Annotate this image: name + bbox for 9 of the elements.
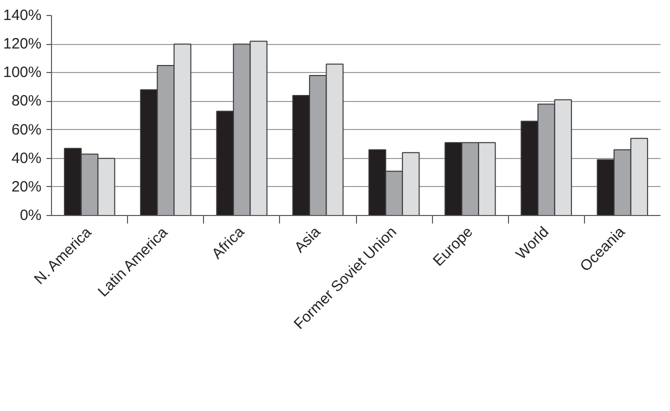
y-tick-label: 0% [20, 207, 42, 224]
y-tick-label: 100% [3, 64, 42, 82]
y-tick-label: 80% [11, 92, 42, 110]
y-tick-label: 60% [11, 121, 42, 138]
y-tick-label: 40% [11, 150, 42, 167]
x-tick-label: Asia [291, 223, 324, 256]
y-tick-label: 20% [11, 178, 42, 196]
y-tick-label: 140% [3, 7, 42, 24]
y-tick-label: 120% [3, 36, 42, 53]
